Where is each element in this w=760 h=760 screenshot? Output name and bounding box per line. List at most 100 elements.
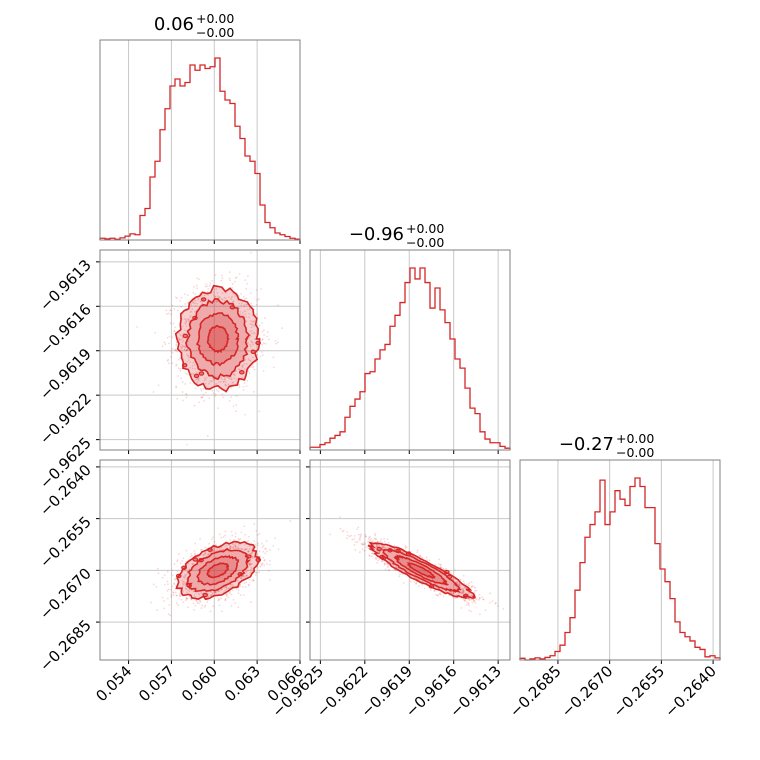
scatter-point bbox=[245, 548, 248, 550]
scatter-point bbox=[419, 554, 421, 557]
histogram-step-line bbox=[519, 477, 721, 661]
scatter-point bbox=[370, 537, 372, 540]
scatter-point bbox=[236, 547, 239, 550]
scatter-point bbox=[263, 334, 266, 336]
scatter-point bbox=[239, 576, 242, 579]
scatter-point bbox=[229, 378, 232, 381]
scatter-point bbox=[252, 321, 255, 323]
scatter-point bbox=[241, 578, 243, 580]
scatter-point bbox=[404, 545, 407, 547]
scatter-point bbox=[186, 597, 188, 600]
scatter-point bbox=[191, 364, 194, 367]
scatter-point bbox=[468, 582, 471, 585]
scatter-point bbox=[237, 543, 240, 546]
scatter-point bbox=[170, 313, 172, 316]
scatter-point bbox=[186, 591, 188, 594]
scatter-point bbox=[249, 571, 252, 574]
scatter-point bbox=[375, 543, 378, 546]
scatter-point bbox=[216, 300, 219, 303]
scatter-point bbox=[438, 593, 441, 596]
scatter-point bbox=[463, 582, 466, 585]
scatter-point bbox=[232, 547, 235, 550]
y-tick-label: −0.2685 bbox=[36, 616, 95, 675]
scatter-point bbox=[226, 594, 228, 597]
scatter-point bbox=[376, 540, 379, 543]
x-tick-label: 0.063 bbox=[221, 662, 264, 705]
scatter-point bbox=[453, 569, 456, 572]
scatter-point bbox=[256, 553, 259, 556]
scatter-point bbox=[227, 586, 230, 589]
scatter-point bbox=[196, 381, 199, 383]
scatter-point bbox=[259, 556, 262, 558]
scatter-point bbox=[163, 600, 166, 602]
scatter-point bbox=[235, 410, 238, 413]
scatter-point bbox=[445, 567, 447, 570]
scatter-point bbox=[184, 346, 187, 349]
scatter-point bbox=[234, 280, 236, 283]
scatter-point bbox=[251, 320, 254, 323]
scatter-point bbox=[168, 335, 171, 338]
scatter-point bbox=[228, 377, 231, 380]
scatter-point bbox=[237, 545, 240, 548]
scatter-point bbox=[196, 378, 199, 381]
scatter-point bbox=[240, 531, 243, 534]
scatter-point bbox=[220, 279, 223, 282]
scatter-point bbox=[381, 546, 384, 549]
scatter-point bbox=[253, 523, 256, 526]
scatter-point bbox=[171, 304, 174, 307]
scatter-point bbox=[157, 384, 160, 387]
scatter-point bbox=[219, 589, 222, 592]
scatter-point bbox=[191, 373, 194, 376]
scatter-point bbox=[216, 292, 219, 294]
scatter-point bbox=[228, 547, 231, 549]
scatter-point bbox=[203, 294, 206, 297]
scatter-point bbox=[171, 347, 174, 350]
scatter-point bbox=[174, 296, 177, 299]
scatter-point bbox=[250, 323, 253, 326]
scatter-point bbox=[468, 609, 471, 612]
scatter-point bbox=[182, 584, 185, 587]
scatter-point bbox=[186, 349, 189, 351]
scatter-point bbox=[268, 338, 270, 341]
scatter-point bbox=[173, 583, 176, 585]
scatter-point bbox=[258, 532, 261, 535]
scatter-point bbox=[200, 548, 203, 551]
scatter-point bbox=[260, 542, 263, 545]
scatter-point bbox=[254, 571, 257, 574]
scatter-point bbox=[383, 562, 386, 565]
scatter-point bbox=[196, 602, 199, 605]
scatter-point bbox=[198, 401, 201, 404]
scatter-point bbox=[237, 368, 240, 371]
scatter-point bbox=[263, 564, 266, 567]
scatter-point bbox=[182, 557, 185, 560]
scatter-point bbox=[418, 579, 421, 581]
scatter-point bbox=[215, 389, 218, 392]
scatter-point bbox=[458, 582, 460, 585]
scatter-point bbox=[470, 581, 473, 584]
scatter-point bbox=[206, 290, 209, 293]
scatter-point bbox=[185, 578, 188, 581]
scatter-point bbox=[221, 292, 224, 294]
scatter-point bbox=[233, 373, 235, 376]
scatter-point bbox=[232, 300, 234, 303]
scatter-point bbox=[360, 542, 363, 545]
scatter-point bbox=[496, 605, 499, 607]
scatter-point bbox=[185, 349, 188, 352]
scatter-point bbox=[235, 394, 238, 397]
scatter-point bbox=[204, 604, 207, 607]
scatter-point bbox=[244, 533, 246, 536]
scatter-point bbox=[188, 318, 190, 321]
scatter-point bbox=[166, 580, 169, 583]
scatter-point bbox=[359, 536, 362, 539]
scatter-point bbox=[192, 372, 195, 375]
scatter-point bbox=[193, 404, 196, 407]
scatter-point bbox=[261, 354, 264, 357]
scatter-point bbox=[197, 297, 200, 300]
scatter-point bbox=[192, 562, 195, 565]
scatter-point bbox=[245, 570, 248, 573]
scatter-point bbox=[439, 564, 442, 567]
scatter-point bbox=[180, 296, 183, 299]
scatter-point bbox=[393, 548, 396, 551]
scatter-point bbox=[475, 589, 478, 592]
scatter-point bbox=[248, 316, 250, 319]
